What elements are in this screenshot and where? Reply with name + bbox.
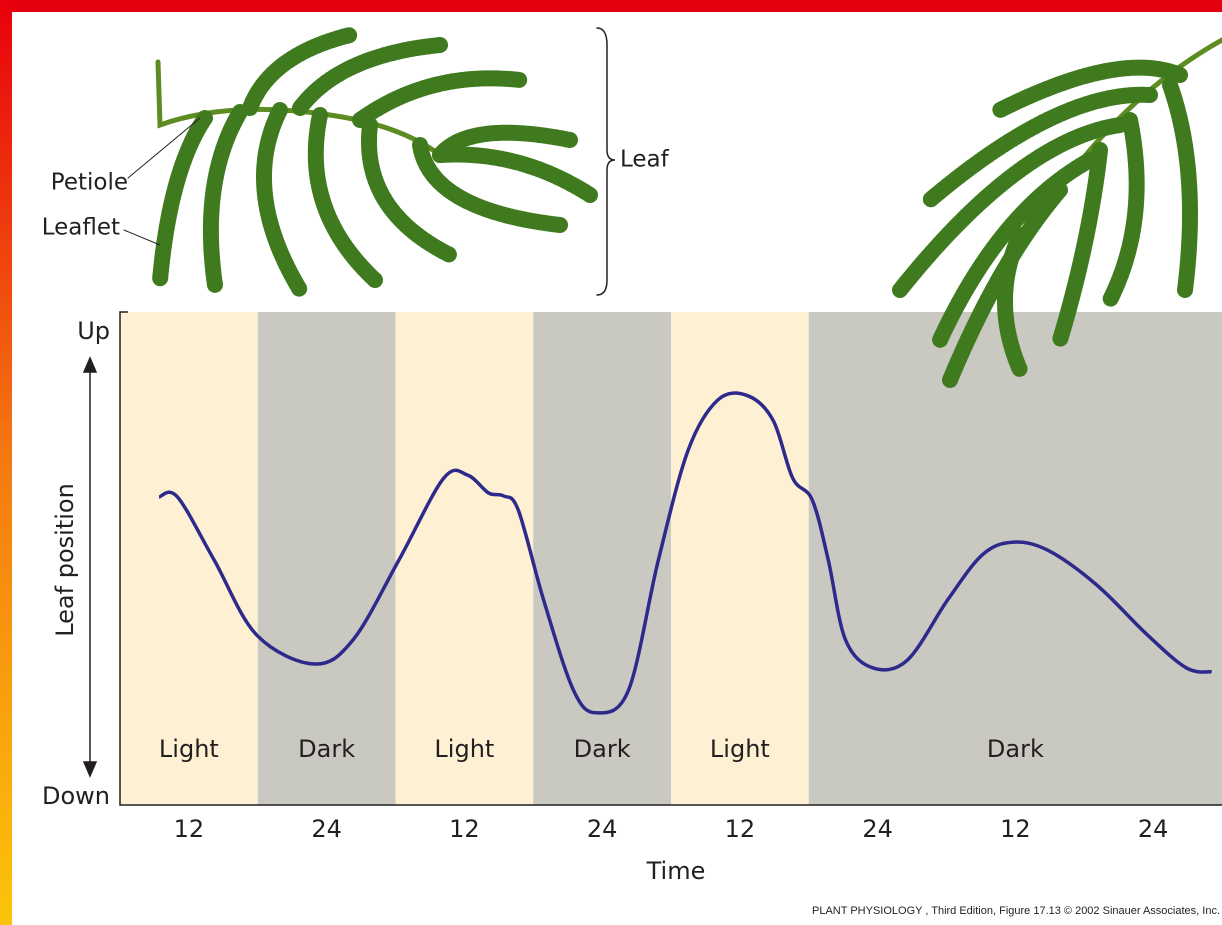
x-tick-label: 24 bbox=[1138, 815, 1169, 843]
pointer bbox=[124, 230, 160, 245]
period-label: Light bbox=[434, 735, 494, 763]
plot-area: Light Dark Light Dark Light Dark bbox=[120, 312, 1222, 805]
period-band bbox=[533, 312, 671, 805]
source-credit: PLANT PHYSIOLOGY , Third Edition, Figure… bbox=[812, 905, 1220, 917]
period-label: Dark bbox=[987, 735, 1044, 763]
period-label: Light bbox=[710, 735, 770, 763]
x-tick-label: 24 bbox=[311, 815, 342, 843]
bracket bbox=[597, 28, 615, 295]
annotation: Petiole bbox=[51, 170, 128, 196]
period-band bbox=[671, 312, 809, 805]
period-label: Dark bbox=[574, 735, 631, 763]
period-band bbox=[258, 312, 396, 805]
left-border bbox=[0, 0, 12, 925]
x-tick-label: 12 bbox=[1000, 815, 1031, 843]
x-tick-label: 24 bbox=[587, 815, 618, 843]
period-band bbox=[120, 312, 258, 805]
top-border bbox=[0, 0, 1222, 12]
period-label: Dark bbox=[298, 735, 355, 763]
y-axis-title: Leaf position bbox=[51, 483, 79, 637]
page: {"chart_data": { "type": "line", "y_labe… bbox=[0, 0, 1222, 925]
period-band bbox=[396, 312, 534, 805]
leaf-illustration bbox=[124, 28, 615, 295]
chart: Light Dark Light Dark Light Dark Petiole Leaf… bbox=[0, 0, 1222, 925]
x-tick-label: 12 bbox=[174, 815, 205, 843]
y-arrow bbox=[84, 358, 96, 776]
x-tick-label: 12 bbox=[449, 815, 480, 843]
y-tick-label: Up bbox=[77, 317, 110, 345]
annotation: Leaf bbox=[620, 147, 670, 173]
y-tick-label: Down bbox=[42, 782, 110, 810]
x-axis-title: Time bbox=[646, 857, 706, 885]
x-tick-label: 12 bbox=[725, 815, 756, 843]
x-tick-label: 24 bbox=[862, 815, 893, 843]
annotation: Leaflet bbox=[42, 215, 120, 241]
pinnae bbox=[160, 35, 590, 290]
period-band bbox=[809, 312, 1222, 805]
period-label: Light bbox=[159, 735, 219, 763]
